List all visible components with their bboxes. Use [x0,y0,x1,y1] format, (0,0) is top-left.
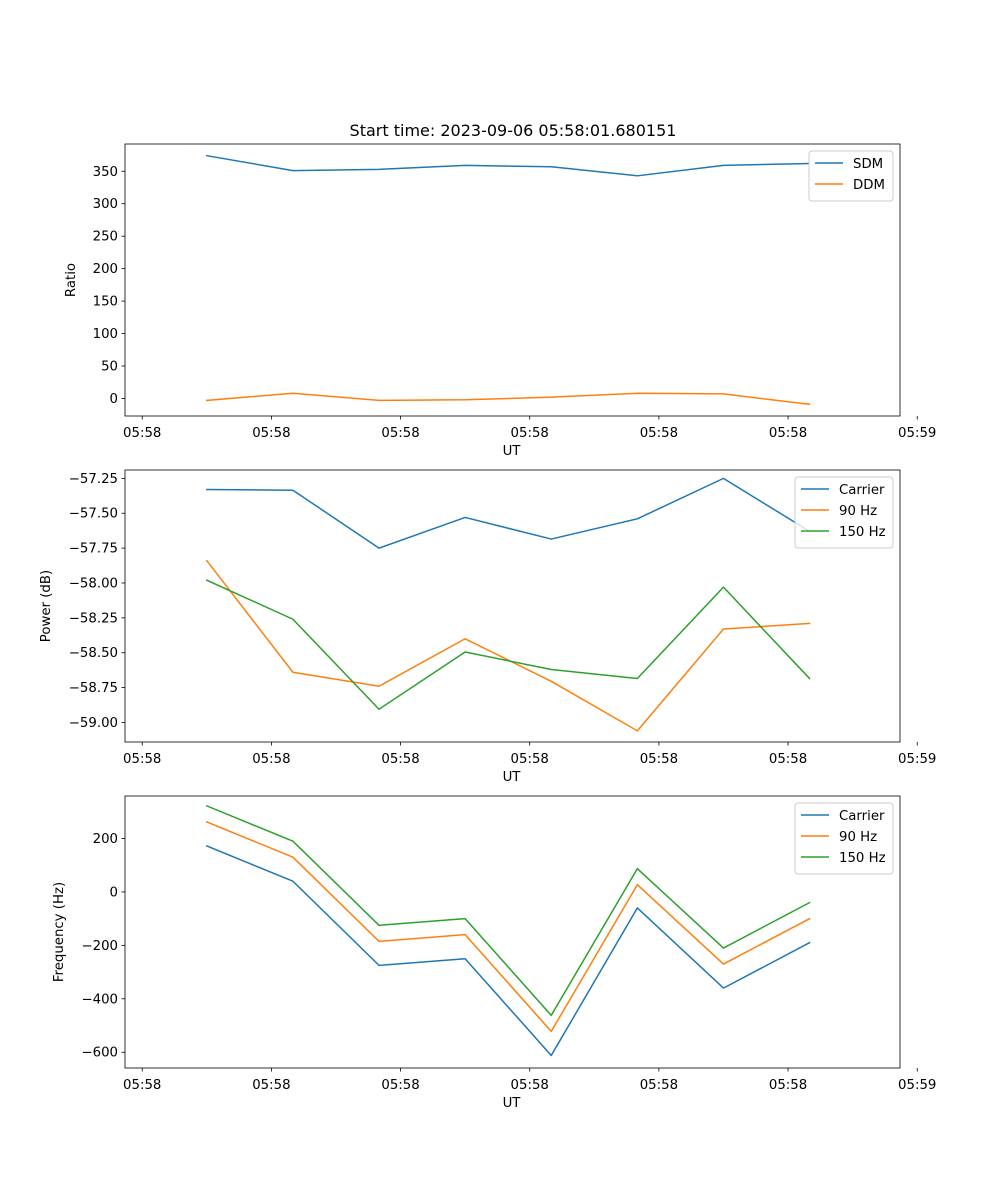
y-axis-label: Ratio [64,263,79,297]
legend: Carrier 90 Hz 150 Hz [794,476,894,549]
x-tick-label: 05:58 [769,752,807,767]
series-line-carrier [205,844,811,1057]
y-tick-label: −57.25 [69,472,118,487]
series-line-carrier [206,477,811,549]
x-tick-label: 05:58 [511,426,549,441]
y-tick-label: 150 [93,295,118,310]
x-tick-label: 05:58 [123,1078,161,1093]
legend-label-ddm: DDM [853,178,885,193]
series-line-90-hz [205,559,811,732]
x-tick-label: 05:58 [123,426,161,441]
legend-label-sdm: SDM [853,157,883,172]
x-tick-label: 05:59 [898,1078,936,1093]
x-tick-label: 05:59 [898,752,936,767]
x-tick-label: 05:59 [898,426,936,441]
y-axis-label: Power (dB) [39,570,54,642]
y-tick-label: 350 [93,165,118,180]
legend-label-150-hz: 150 Hz [839,525,886,540]
x-tick-label: 05:58 [640,1078,678,1093]
plot-frame [124,469,901,743]
x-axis-label: UT [503,770,522,785]
panel-3: 05:58 05:58 05:58 05:58 05:58 05:58 05:59 −600 −… [52,795,936,1111]
y-tick-label: −58.00 [69,576,118,591]
y-tick-label: −57.75 [69,542,118,557]
y-tick-label: 0 [110,392,118,407]
y-tick-label: −58.50 [69,646,118,661]
y-tick-label: −600 [81,1046,118,1061]
y-tick-label: −59.00 [69,716,118,731]
y-tick-label: 50 [101,360,118,375]
y-tick-label: 250 [93,230,118,245]
y-tick-label: 200 [93,262,118,277]
panel-2: 05:58 05:58 05:58 05:58 05:58 05:58 05:59 −59.0… [39,469,936,785]
x-tick-label: 05:58 [123,752,161,767]
x-tick-label: 05:58 [769,1078,807,1093]
legend: Carrier 90 Hz 150 Hz [794,802,894,875]
x-tick-label: 05:58 [511,752,549,767]
y-tick-label: 100 [93,327,118,342]
y-tick-label: −58.75 [69,681,118,696]
legend-label-carrier: Carrier [839,483,885,498]
plot-frame [124,143,901,417]
chart-title: Start time: 2023-09-06 05:58:01.680151 [350,121,677,140]
x-tick-label: 05:58 [381,426,419,441]
y-tick-label: 200 [93,832,118,847]
legend-label-150-hz: 150 Hz [839,851,886,866]
legend: SDM DDM [808,150,894,202]
x-axis-label: UT [503,444,522,459]
series-line-150-hz [205,804,811,1017]
series-line-150-hz [205,579,811,710]
x-tick-label: 05:58 [640,752,678,767]
x-tick-label: 05:58 [769,426,807,441]
x-axis-label: UT [503,1096,522,1111]
series-line-sdm [205,154,811,177]
y-tick-label: −58.25 [69,611,118,626]
y-tick-label: 0 [110,885,118,900]
x-tick-label: 05:58 [252,1078,290,1093]
y-tick-label: −57.50 [69,507,118,522]
x-tick-label: 05:58 [381,752,419,767]
series-line-ddm [206,392,811,406]
legend-label-90-hz: 90 Hz [839,504,877,519]
series-line-90-hz [205,820,811,1033]
y-tick-label: −400 [81,992,118,1007]
panel-1: 05:58 05:58 05:58 05:58 05:58 05:58 05:59 0 50 10… [64,143,936,459]
legend-label-90-hz: 90 Hz [839,830,877,845]
x-tick-label: 05:58 [252,752,290,767]
y-axis-label: Frequency (Hz) [52,882,67,982]
x-tick-label: 05:58 [511,1078,549,1093]
x-tick-label: 05:58 [381,1078,419,1093]
y-tick-label: 300 [93,197,118,212]
y-tick-label: −200 [81,939,118,954]
legend-label-carrier: Carrier [839,809,885,824]
x-tick-label: 05:58 [252,426,290,441]
plot-frame [124,795,901,1069]
x-tick-label: 05:58 [640,426,678,441]
